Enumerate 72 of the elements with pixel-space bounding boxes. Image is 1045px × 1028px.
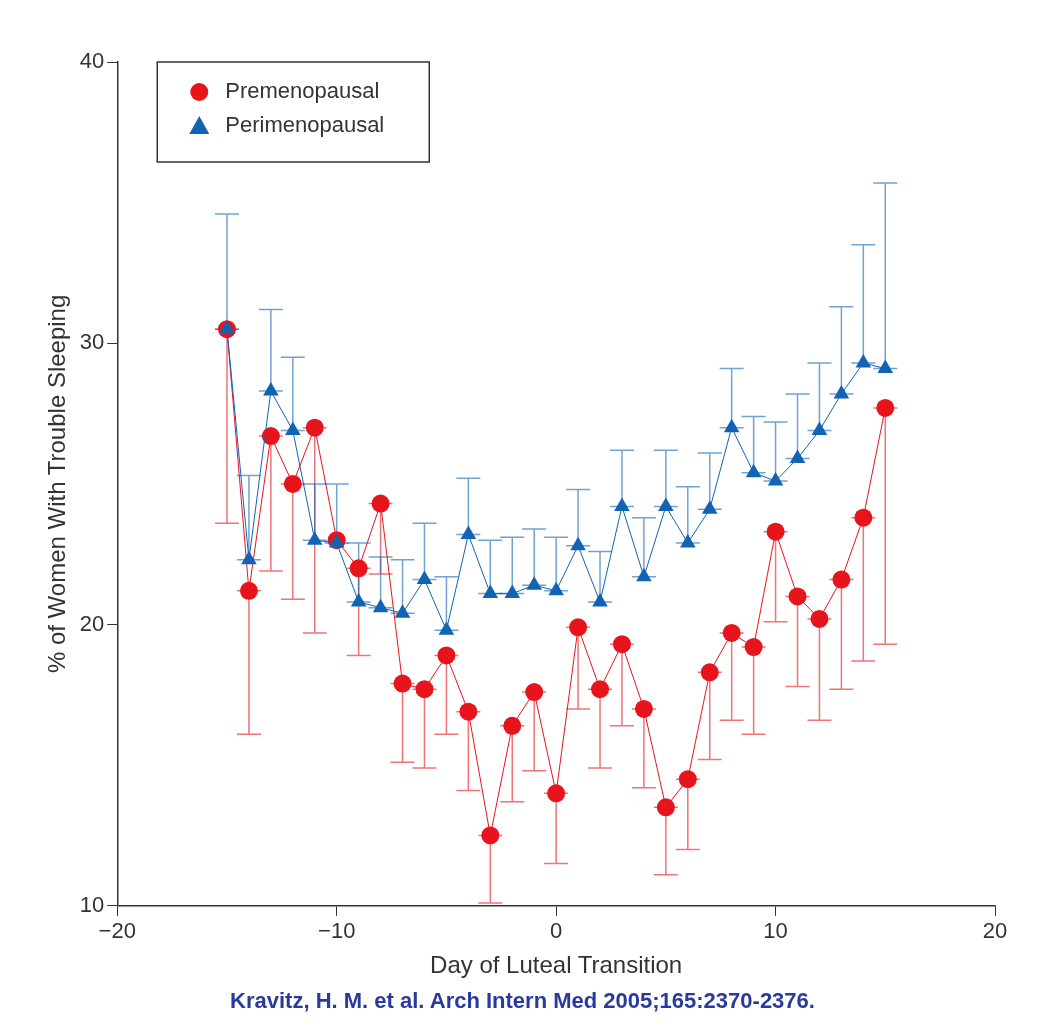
point [306, 531, 323, 545]
point [854, 508, 873, 527]
point [437, 646, 456, 665]
x-axis-title: Day of Luteal Transition [430, 951, 683, 979]
point [503, 716, 522, 735]
point [767, 472, 784, 486]
point [349, 559, 368, 578]
point [241, 550, 257, 565]
point [745, 463, 762, 478]
point [547, 784, 566, 803]
point [482, 584, 499, 599]
point [283, 474, 302, 493]
x-tick-label: 0 [550, 918, 563, 944]
point [612, 635, 631, 654]
point [833, 384, 850, 399]
point [722, 623, 741, 642]
point [656, 798, 675, 817]
point [569, 618, 588, 637]
x-tick-label: −20 [98, 918, 136, 944]
point [504, 584, 521, 599]
legend-label: Premenopausal [225, 78, 380, 104]
y-tick-label: 30 [79, 329, 105, 355]
point [239, 581, 258, 600]
point [636, 567, 652, 582]
point [810, 609, 829, 628]
x-tick-label: 20 [982, 918, 1008, 944]
point [416, 570, 433, 585]
point [438, 621, 455, 635]
point [460, 525, 477, 540]
point [701, 500, 718, 514]
point [525, 683, 544, 702]
point [393, 674, 412, 693]
point [788, 587, 807, 606]
point [789, 449, 806, 464]
point [811, 421, 828, 435]
point [415, 680, 434, 699]
point [634, 699, 653, 718]
point [548, 581, 564, 596]
point [877, 359, 894, 374]
point [350, 593, 367, 607]
point [263, 382, 279, 396]
point [832, 570, 851, 589]
point [526, 576, 542, 590]
point [678, 770, 697, 789]
point [459, 702, 478, 721]
x-tick-label: 10 [763, 918, 788, 944]
point [744, 638, 763, 657]
point [371, 494, 390, 513]
point [372, 598, 389, 613]
point [591, 680, 610, 699]
y-axis-title: % of Women With Trouble Sleeping [43, 294, 71, 674]
point [700, 663, 719, 682]
point [570, 536, 586, 551]
point [855, 353, 872, 368]
y-tick-label: 20 [79, 610, 105, 636]
point [394, 604, 411, 618]
point [614, 497, 630, 511]
x-tick-label: −10 [318, 918, 356, 944]
text: Kravitz, H. M. et al. Arch Intern Med 2005;165:2370-2376. [229, 988, 816, 1014]
point [219, 320, 235, 334]
point [658, 497, 674, 511]
point [285, 421, 301, 435]
point [723, 418, 740, 433]
point [592, 593, 608, 607]
y-tick-label: 40 [79, 48, 105, 74]
y-tick-label: 10 [79, 891, 105, 917]
point [680, 533, 696, 548]
point [766, 522, 785, 541]
legend-label: Perimenopausal [225, 112, 385, 138]
point [305, 418, 324, 437]
point [876, 398, 895, 417]
point [481, 826, 500, 845]
